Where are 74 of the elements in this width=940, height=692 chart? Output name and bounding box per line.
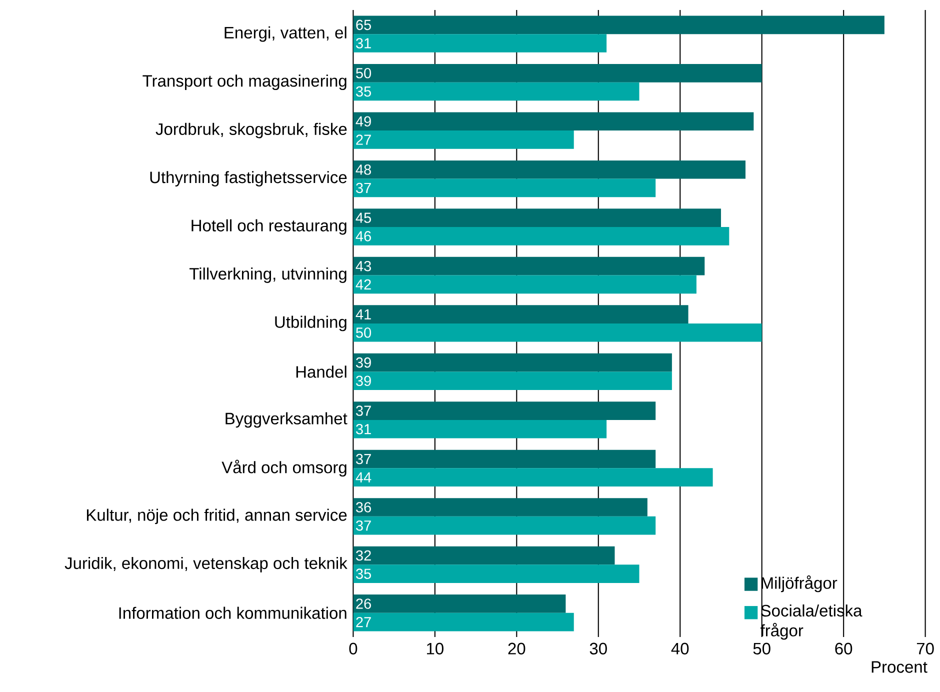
- data-label: 37: [356, 182, 371, 194]
- data-label: 27: [356, 617, 371, 628]
- bar: [353, 305, 688, 324]
- data-label: 36: [356, 502, 371, 513]
- data-label: 27: [356, 134, 371, 145]
- bar: [353, 354, 672, 372]
- bar: [353, 257, 705, 276]
- data-label: 41: [356, 309, 371, 320]
- data-label: 42: [356, 279, 371, 290]
- bar: [353, 468, 713, 487]
- data-label: 37: [356, 454, 371, 464]
- data-label: 45: [356, 212, 371, 224]
- x-axis-title: Procent: [872, 661, 928, 673]
- bar: [353, 178, 656, 198]
- data-label: 35: [356, 86, 371, 97]
- data-label: 37: [356, 520, 371, 531]
- bar: [353, 64, 762, 82]
- data-label: 37: [356, 406, 371, 416]
- data-label: 32: [356, 550, 371, 561]
- data-label: 44: [356, 472, 372, 482]
- y-tick-label: Transport och magasinering: [142, 74, 346, 90]
- bar: [353, 450, 656, 468]
- y-tick-label: Handel: [296, 366, 346, 378]
- data-label: 49: [356, 116, 371, 127]
- bar: [353, 82, 640, 101]
- bar: [353, 402, 656, 420]
- bar: [353, 130, 574, 150]
- x-tick-label: 50: [753, 642, 770, 655]
- x-tick-label: 70: [916, 642, 934, 655]
- y-tick-label: Energi, vatten, el: [224, 26, 346, 42]
- y-tick-label: Uthyrning fastighetsservice: [150, 171, 347, 187]
- data-label: 35: [356, 568, 371, 580]
- bar: [353, 420, 607, 438]
- data-label: 43: [356, 261, 371, 272]
- bar: [353, 594, 566, 614]
- data-label: 48: [356, 164, 371, 175]
- x-tick-label: 10: [427, 642, 444, 655]
- y-tick-label: Byggverksamhet: [226, 412, 348, 428]
- data-label: 39: [356, 358, 371, 368]
- y-tick-label: Tillverkning, utvinning: [190, 268, 346, 284]
- data-label: 31: [356, 38, 371, 49]
- data-label: 26: [356, 598, 371, 610]
- x-tick-label: 60: [835, 642, 852, 655]
- bar: [353, 16, 884, 34]
- data-label: 50: [356, 328, 372, 338]
- y-tick-label: Jordbruk, skogsbruk, fiske: [156, 122, 347, 138]
- y-tick-label: Hotell och restaurang: [192, 219, 346, 235]
- x-tick-label: 40: [671, 642, 689, 655]
- x-tick-label: 30: [590, 642, 607, 655]
- y-tick-label: Juridik, ekonomi, vetenskap och teknik: [64, 557, 348, 572]
- data-label: 39: [356, 376, 371, 386]
- y-tick-label: Vård och omsorg: [222, 460, 346, 477]
- bar: [353, 372, 672, 390]
- bar: [353, 498, 648, 517]
- bar: [353, 112, 754, 131]
- bar: [353, 208, 721, 228]
- bar: [353, 227, 730, 246]
- bar: [353, 160, 746, 179]
- bar: [353, 546, 615, 565]
- data-label: 50: [356, 68, 372, 78]
- x-tick-label: 20: [508, 642, 526, 655]
- bar: [353, 324, 762, 342]
- data-label: 65: [356, 20, 371, 30]
- bar: [353, 516, 656, 535]
- y-tick-label: Information och kommunikation: [119, 606, 346, 620]
- data-label: 46: [356, 231, 371, 242]
- y-tick-label: Kultur, nöje och fritid, annan service: [86, 508, 347, 524]
- bar: [353, 564, 640, 584]
- bar: [353, 613, 574, 632]
- y-tick-label: Utbildning: [275, 316, 346, 332]
- x-tick-label: 0: [349, 642, 358, 655]
- data-label: 31: [356, 424, 371, 434]
- bar: [353, 275, 696, 294]
- bar: [353, 34, 607, 53]
